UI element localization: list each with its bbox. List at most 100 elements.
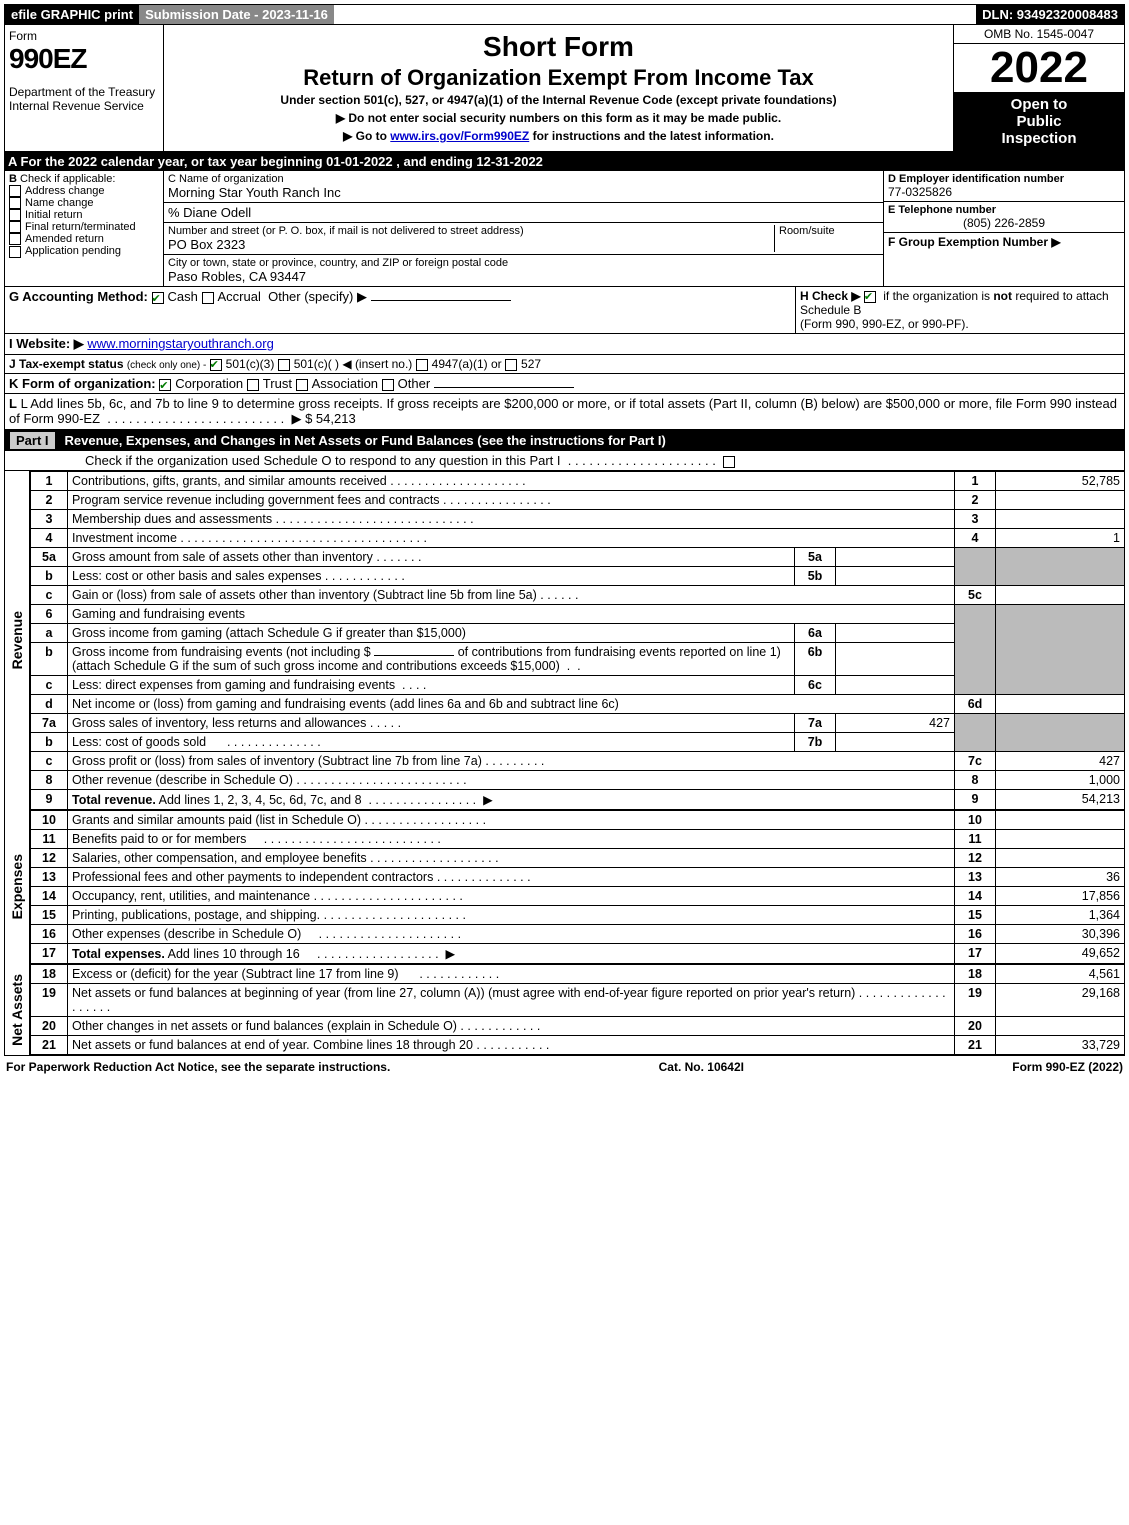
e-label: E Telephone number (888, 204, 1120, 216)
l16-text: Other expenses (describe in Schedule O) (72, 927, 301, 941)
l3-text: Membership dues and assessments (72, 512, 272, 526)
l5b-text: Less: cost or other basis and sales expe… (72, 569, 321, 583)
l2-text: Program service revenue including govern… (72, 493, 440, 507)
part1-check-text: Check if the organization used Schedule … (85, 453, 561, 468)
cb-501c[interactable] (278, 359, 290, 371)
lbl-assoc: Association (312, 376, 378, 391)
cb-schedule-o[interactable] (723, 456, 735, 468)
section-b: B Check if applicable: Address change Na… (5, 171, 164, 286)
l14-text: Occupancy, rent, utilities, and maintena… (72, 889, 310, 903)
cb-app-pending[interactable] (9, 246, 21, 258)
revenue-block: Revenue 1 Contributions, gifts, grants, a… (4, 471, 1125, 810)
k-label: K Form of organization: (9, 376, 156, 391)
cb-schedule-b[interactable] (864, 291, 876, 303)
expenses-block: Expenses 10Grants and similar amounts pa… (4, 810, 1125, 964)
lbl-527: 527 (521, 357, 541, 371)
h-mid: if the organization is (883, 289, 993, 303)
lbl-address-change: Address change (25, 185, 105, 197)
cb-name-change[interactable] (9, 197, 21, 209)
website-link[interactable]: www.morningstaryouthranch.org (87, 336, 273, 351)
lbl-other-method: Other (specify) ▶ (268, 289, 367, 304)
l4-amt: 1 (996, 529, 1125, 548)
l14-amt: 17,856 (996, 887, 1125, 906)
cb-accrual[interactable] (202, 292, 214, 304)
goto-prefix: ▶ Go to (343, 129, 390, 143)
part1-header: Part I Revenue, Expenses, and Changes in… (4, 430, 1125, 451)
l8-text: Other revenue (describe in Schedule O) (72, 773, 293, 787)
cb-address-change[interactable] (9, 185, 21, 197)
submission-date: Submission Date - 2023-11-16 (139, 5, 334, 24)
l15-text: Printing, publications, postage, and shi… (72, 908, 320, 922)
footer-form-prefix: Form (1012, 1060, 1045, 1074)
subtitle: Under section 501(c), 527, or 4947(a)(1)… (168, 93, 949, 107)
form-number: 990EZ (9, 43, 159, 75)
care-of: % Diane Odell (164, 203, 883, 223)
irs-link[interactable]: www.irs.gov/Form990EZ (390, 129, 529, 143)
main-title: Return of Organization Exempt From Incom… (168, 65, 949, 91)
cb-527[interactable] (505, 359, 517, 371)
city-label: City or town, state or province, country… (168, 257, 879, 269)
short-form-title: Short Form (168, 31, 949, 63)
cb-trust[interactable] (247, 379, 259, 391)
expenses-table: 10Grants and similar amounts paid (list … (30, 810, 1125, 964)
ein: 77-0325826 (888, 185, 1120, 199)
po-box: PO Box 2323 (168, 237, 774, 252)
l19-text: Net assets or fund balances at beginning… (72, 986, 855, 1000)
lbl-other-org: Other (398, 376, 431, 391)
lbl-app-pending: Application pending (25, 245, 121, 257)
l6a-text: Gross income from gaming (attach Schedul… (68, 624, 795, 643)
footer-form-suffix: (2022) (1085, 1060, 1123, 1074)
i-label: I Website: ▶ (9, 336, 84, 351)
l5a-text: Gross amount from sale of assets other t… (72, 550, 373, 564)
room-suite: Room/suite (774, 225, 879, 252)
row-gh: G Accounting Method: Cash Accrual Other … (4, 287, 1125, 334)
form-label: Form (9, 29, 159, 43)
entity-box: B Check if applicable: Address change Na… (4, 171, 1125, 287)
line-a: A For the 2022 calendar year, or tax yea… (4, 152, 1125, 171)
footer-cat: Cat. No. 10642I (659, 1060, 744, 1074)
lbl-corp: Corporation (175, 376, 243, 391)
l7c-text: Gross profit or (loss) from sales of inv… (72, 754, 482, 768)
cb-other-org[interactable] (382, 379, 394, 391)
cb-assoc[interactable] (296, 379, 308, 391)
warning-line: ▶ Do not enter social security numbers o… (168, 111, 949, 125)
l6c-text: Less: direct expenses from gaming and fu… (72, 678, 395, 692)
dln-label: DLN: 93492320008483 (976, 5, 1124, 24)
lbl-accrual: Accrual (218, 289, 261, 304)
l7a-amt: 427 (836, 714, 955, 733)
l20-text: Other changes in net assets or fund bala… (72, 1019, 457, 1033)
vert-net: Net Assets (9, 970, 25, 1050)
vert-revenue: Revenue (9, 607, 25, 673)
city-value: Paso Robles, CA 93447 (168, 269, 879, 284)
cb-4947[interactable] (416, 359, 428, 371)
lbl-amended: Amended return (25, 233, 104, 245)
cb-amended[interactable] (9, 233, 21, 245)
cb-501c3[interactable] (210, 359, 222, 371)
l17-bold: Total expenses. (72, 947, 165, 961)
cb-final-return[interactable] (9, 221, 21, 233)
l17-amt: 49,652 (996, 944, 1125, 964)
l15-amt: 1,364 (996, 906, 1125, 925)
cb-corp[interactable] (159, 379, 171, 391)
inspection-box: Open to Public Inspection (954, 92, 1124, 151)
part1-check-row: Check if the organization used Schedule … (4, 451, 1125, 471)
l21-amt: 33,729 (996, 1036, 1125, 1055)
org-name: Morning Star Youth Ranch Inc (168, 185, 879, 200)
l6d-text: Net income or (loss) from gaming and fun… (68, 695, 955, 714)
cb-initial-return[interactable] (9, 209, 21, 221)
lbl-name-change: Name change (25, 197, 94, 209)
tax-year: 2022 (954, 44, 1124, 92)
l7c-amt: 427 (996, 752, 1125, 771)
l-text: L Add lines 5b, 6c, and 7b to line 9 to … (9, 396, 1117, 426)
section-def: D Employer identification number 77-0325… (883, 171, 1124, 286)
l1-text: Contributions, gifts, grants, and simila… (72, 474, 387, 488)
cb-cash[interactable] (152, 292, 164, 304)
top-bar: efile GRAPHIC print Submission Date - 20… (4, 4, 1125, 25)
row-i: I Website: ▶ www.morningstaryouthranch.o… (4, 334, 1125, 355)
phone: (805) 226-2859 (888, 216, 1120, 230)
efile-label: efile GRAPHIC print (5, 5, 139, 24)
l19-amt: 29,168 (996, 984, 1125, 1017)
l13-text: Professional fees and other payments to … (72, 870, 433, 884)
inspect-l1: Open to (958, 96, 1120, 113)
footer-form-bold: 990-EZ (1046, 1060, 1085, 1074)
